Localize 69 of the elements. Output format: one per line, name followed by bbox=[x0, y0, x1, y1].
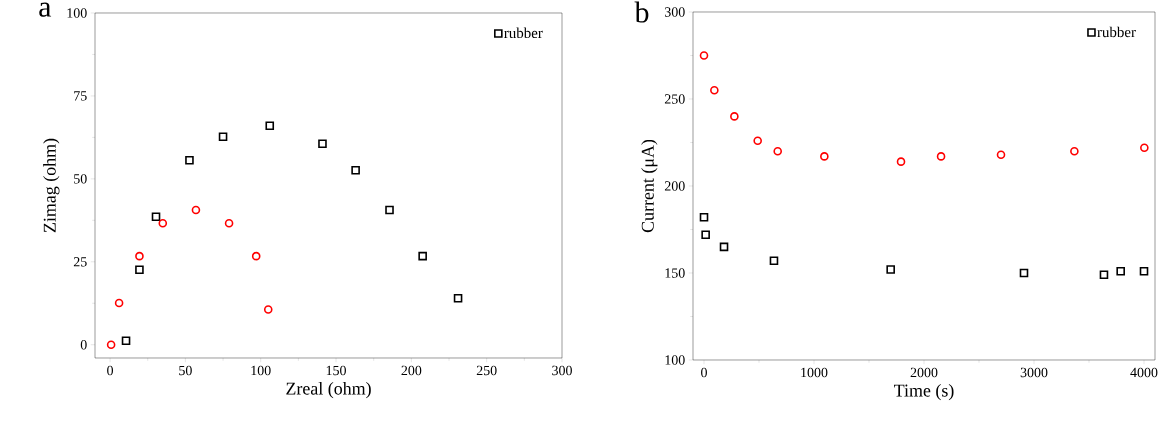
point bbox=[730, 112, 739, 121]
point bbox=[773, 146, 783, 156]
y-tick-label: 100 bbox=[665, 355, 685, 365]
point bbox=[385, 205, 394, 215]
point bbox=[896, 157, 906, 166]
point bbox=[453, 293, 463, 303]
point bbox=[820, 152, 829, 161]
y-tick-label: 0 bbox=[80, 340, 87, 350]
y-tick-label: 50 bbox=[74, 174, 87, 184]
legend-label: rubber bbox=[504, 27, 543, 39]
y-tick-label: 300 bbox=[664, 7, 685, 17]
point bbox=[263, 305, 273, 314]
point bbox=[135, 251, 144, 261]
x-tick-label: 4000 bbox=[1130, 367, 1158, 378]
point bbox=[996, 150, 1006, 159]
x-axis-title: Zreal (ohm) bbox=[286, 382, 371, 399]
y-tick-label: 100 bbox=[67, 8, 87, 18]
point bbox=[1070, 146, 1079, 156]
point bbox=[251, 251, 261, 261]
chart-title: b bbox=[634, 1, 649, 23]
point bbox=[1019, 268, 1029, 278]
point bbox=[1116, 266, 1125, 276]
x-tick-label: 3000 bbox=[1020, 367, 1048, 378]
x-tick-label: 1000 bbox=[801, 367, 828, 378]
point bbox=[886, 265, 895, 274]
y-axis-title: Zimag (ohm) bbox=[43, 138, 60, 233]
x-tick-label: 2000 bbox=[910, 367, 938, 378]
y-tick-label: 25 bbox=[73, 257, 87, 267]
point bbox=[710, 86, 719, 95]
point bbox=[701, 230, 710, 240]
x-axis-title: Time (s) bbox=[894, 384, 954, 401]
point bbox=[699, 213, 709, 222]
chart-title: a bbox=[39, 2, 52, 17]
x-tick-label: 150 bbox=[326, 365, 346, 376]
point bbox=[191, 205, 201, 215]
point bbox=[158, 219, 168, 228]
point bbox=[719, 242, 729, 252]
point bbox=[121, 336, 131, 346]
point bbox=[418, 251, 427, 261]
point bbox=[1139, 266, 1149, 276]
legend-label: rubber bbox=[1097, 26, 1136, 38]
point bbox=[753, 136, 762, 146]
point bbox=[265, 121, 275, 131]
point bbox=[1140, 143, 1149, 153]
point bbox=[1099, 270, 1109, 280]
point bbox=[769, 256, 779, 266]
point bbox=[135, 265, 144, 275]
point bbox=[318, 139, 327, 148]
y-tick-label: 200 bbox=[664, 181, 685, 191]
y-axis-title: Current (μA) bbox=[641, 139, 658, 233]
y-tick-label: 75 bbox=[74, 91, 87, 101]
x-tick-label: 50 bbox=[179, 365, 192, 376]
point bbox=[185, 155, 194, 165]
point bbox=[114, 298, 124, 308]
x-tick-label: 300 bbox=[552, 365, 572, 376]
x-tick-label: 200 bbox=[401, 365, 422, 376]
y-tick-label: 150 bbox=[665, 268, 685, 278]
x-tick-label: 0 bbox=[701, 367, 707, 378]
x-tick-label: 0 bbox=[107, 365, 114, 376]
point bbox=[218, 132, 228, 142]
point bbox=[106, 340, 116, 350]
point bbox=[151, 212, 161, 221]
point bbox=[351, 165, 360, 175]
x-tick-label: 250 bbox=[476, 365, 497, 376]
y-tick-label: 250 bbox=[664, 94, 685, 104]
x-tick-label: 100 bbox=[251, 365, 271, 376]
point bbox=[224, 219, 234, 228]
point bbox=[936, 152, 946, 161]
point bbox=[699, 51, 709, 60]
